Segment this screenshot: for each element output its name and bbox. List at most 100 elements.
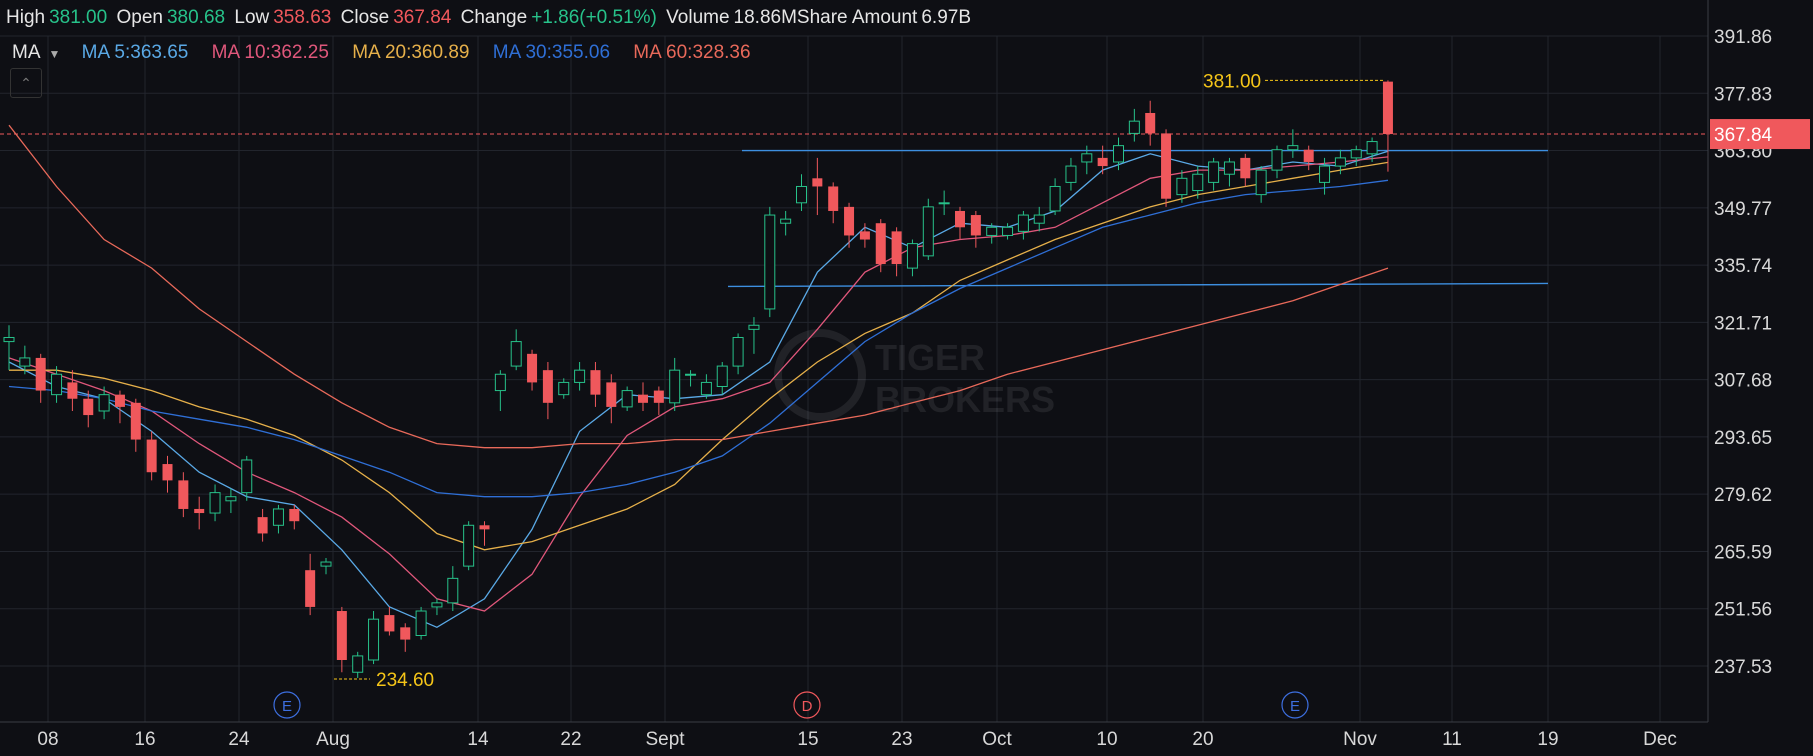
candle-body-down xyxy=(844,206,855,236)
candle-body-up xyxy=(98,394,110,412)
ma10-line xyxy=(8,156,1389,612)
candle-body-up xyxy=(368,618,380,661)
ma30-legend: MA 30:355.06 xyxy=(493,42,610,63)
candle-body-up xyxy=(272,508,284,526)
candle-body-up xyxy=(1176,177,1188,196)
x-tick-label: 08 xyxy=(37,729,58,750)
candle-body-up xyxy=(1049,185,1061,212)
candle-body-up xyxy=(1192,173,1204,192)
candle-body-down xyxy=(130,402,141,440)
x-tick-label: Dec xyxy=(1643,729,1677,750)
ma10-legend: MA 10:362.25 xyxy=(212,42,329,63)
event-marker-circle xyxy=(793,691,821,719)
candle-body-up xyxy=(700,381,712,396)
ma10-name: MA xyxy=(211,42,240,63)
indicator-select-label[interactable]: MA xyxy=(12,42,41,63)
candle-body-down xyxy=(653,390,664,403)
candle-body-up xyxy=(415,610,427,637)
y-axis: 391.86377.83363.80349.77335.74321.71307.… xyxy=(1710,27,1810,678)
candle-body-up xyxy=(1017,214,1029,232)
high-annotation: 381.00 xyxy=(1203,71,1261,92)
candle-body-up xyxy=(796,185,807,204)
candle-body-up xyxy=(51,373,63,396)
x-tick-label: 23 xyxy=(891,729,912,750)
x-tick-label: 19 xyxy=(1537,729,1558,750)
candle-body-down xyxy=(1303,149,1314,162)
ma60-name: MA xyxy=(633,42,661,63)
chevron-up-icon[interactable]: ⌃ xyxy=(20,75,32,91)
candle-body-down xyxy=(305,570,316,607)
candle-body-up xyxy=(225,496,237,502)
y-tick-label: 335.74 xyxy=(1714,256,1773,277)
candle-body-up xyxy=(574,369,586,383)
candle-body-down xyxy=(542,370,553,403)
candle-body-down xyxy=(114,394,125,407)
candle-body-down xyxy=(146,439,157,473)
candle-body-up xyxy=(1033,214,1045,224)
candle-body-down xyxy=(955,210,965,228)
candle-body-up xyxy=(906,243,918,269)
candle-body-up xyxy=(1255,169,1267,196)
ma5-line xyxy=(8,150,1389,629)
candle-body-up xyxy=(732,337,744,367)
candle-body-up xyxy=(1223,161,1235,175)
last-price-badge xyxy=(1710,119,1810,150)
candle-body-down xyxy=(1145,112,1156,134)
ma20-name: MA xyxy=(352,42,380,63)
candle-body-up xyxy=(669,369,681,404)
candle-body-up xyxy=(986,226,998,236)
candle-body-down xyxy=(479,525,490,530)
candle-body-up xyxy=(922,206,934,257)
change-value: +1.86(+0.51%) xyxy=(531,7,657,28)
candle-body-up xyxy=(716,365,728,387)
candle-body-up xyxy=(447,577,459,604)
x-tick-label: Sept xyxy=(645,729,685,750)
volume-value: 18.86M xyxy=(733,7,797,28)
candle-body-up xyxy=(1350,149,1362,159)
x-tick-label: 15 xyxy=(797,729,818,750)
candle-body-up xyxy=(19,357,31,367)
event-marker-circle xyxy=(273,691,301,719)
x-tick-label: 14 xyxy=(467,729,489,750)
x-tick-label: Aug xyxy=(316,729,350,750)
collapse-button[interactable]: ⌃ xyxy=(10,68,42,98)
candle-body-up xyxy=(3,337,15,343)
candle-body-up xyxy=(1081,153,1093,163)
candle-body-up xyxy=(764,214,776,310)
ma20-legend: MA 20:360.89 xyxy=(352,42,469,63)
open-value: 380.68 xyxy=(166,7,226,28)
moving-average-lines xyxy=(8,124,1389,629)
low-value: 358.63 xyxy=(273,7,332,28)
ma10-value: 10:362.25 xyxy=(244,42,329,63)
x-tick-label: Nov xyxy=(1343,729,1377,750)
x-tick-label: 11 xyxy=(1442,729,1462,750)
candle-body-down xyxy=(970,215,981,236)
candle-body-up xyxy=(1128,120,1140,134)
ma30-name: MA xyxy=(492,42,521,63)
candle-body-down xyxy=(257,517,268,534)
candle-body-down xyxy=(1097,157,1108,167)
candle-body-up xyxy=(621,390,633,408)
y-tick-label: 321.71 xyxy=(1714,313,1772,334)
ma60-line xyxy=(8,124,1389,449)
low-label: Low xyxy=(234,7,270,28)
ma30-value: 30:355.06 xyxy=(525,42,611,63)
y-tick-label: 377.83 xyxy=(1714,84,1772,105)
ma20-value: 20:360.89 xyxy=(384,42,470,63)
event-marker-label: D xyxy=(802,698,813,715)
ma5-value: 5:363.65 xyxy=(114,42,189,63)
share-amount-label: Share Amount xyxy=(796,7,918,28)
candle-body-up xyxy=(558,381,570,396)
price-summary-bar: High 381.00 Open 380.68 Low 358.63 Close 367… xyxy=(0,0,1813,36)
high-label: High xyxy=(6,7,46,28)
ma60-value: 60:328.36 xyxy=(666,42,751,63)
y-tick-label: 251.56 xyxy=(1714,600,1772,621)
candle-body-up xyxy=(1113,145,1124,163)
candle-body-down xyxy=(638,394,648,403)
candle-body-up xyxy=(1208,161,1220,183)
candle-body-down xyxy=(527,353,538,383)
chevron-down-icon[interactable]: ▼ xyxy=(48,47,61,61)
ma5-name: MA xyxy=(81,42,110,63)
